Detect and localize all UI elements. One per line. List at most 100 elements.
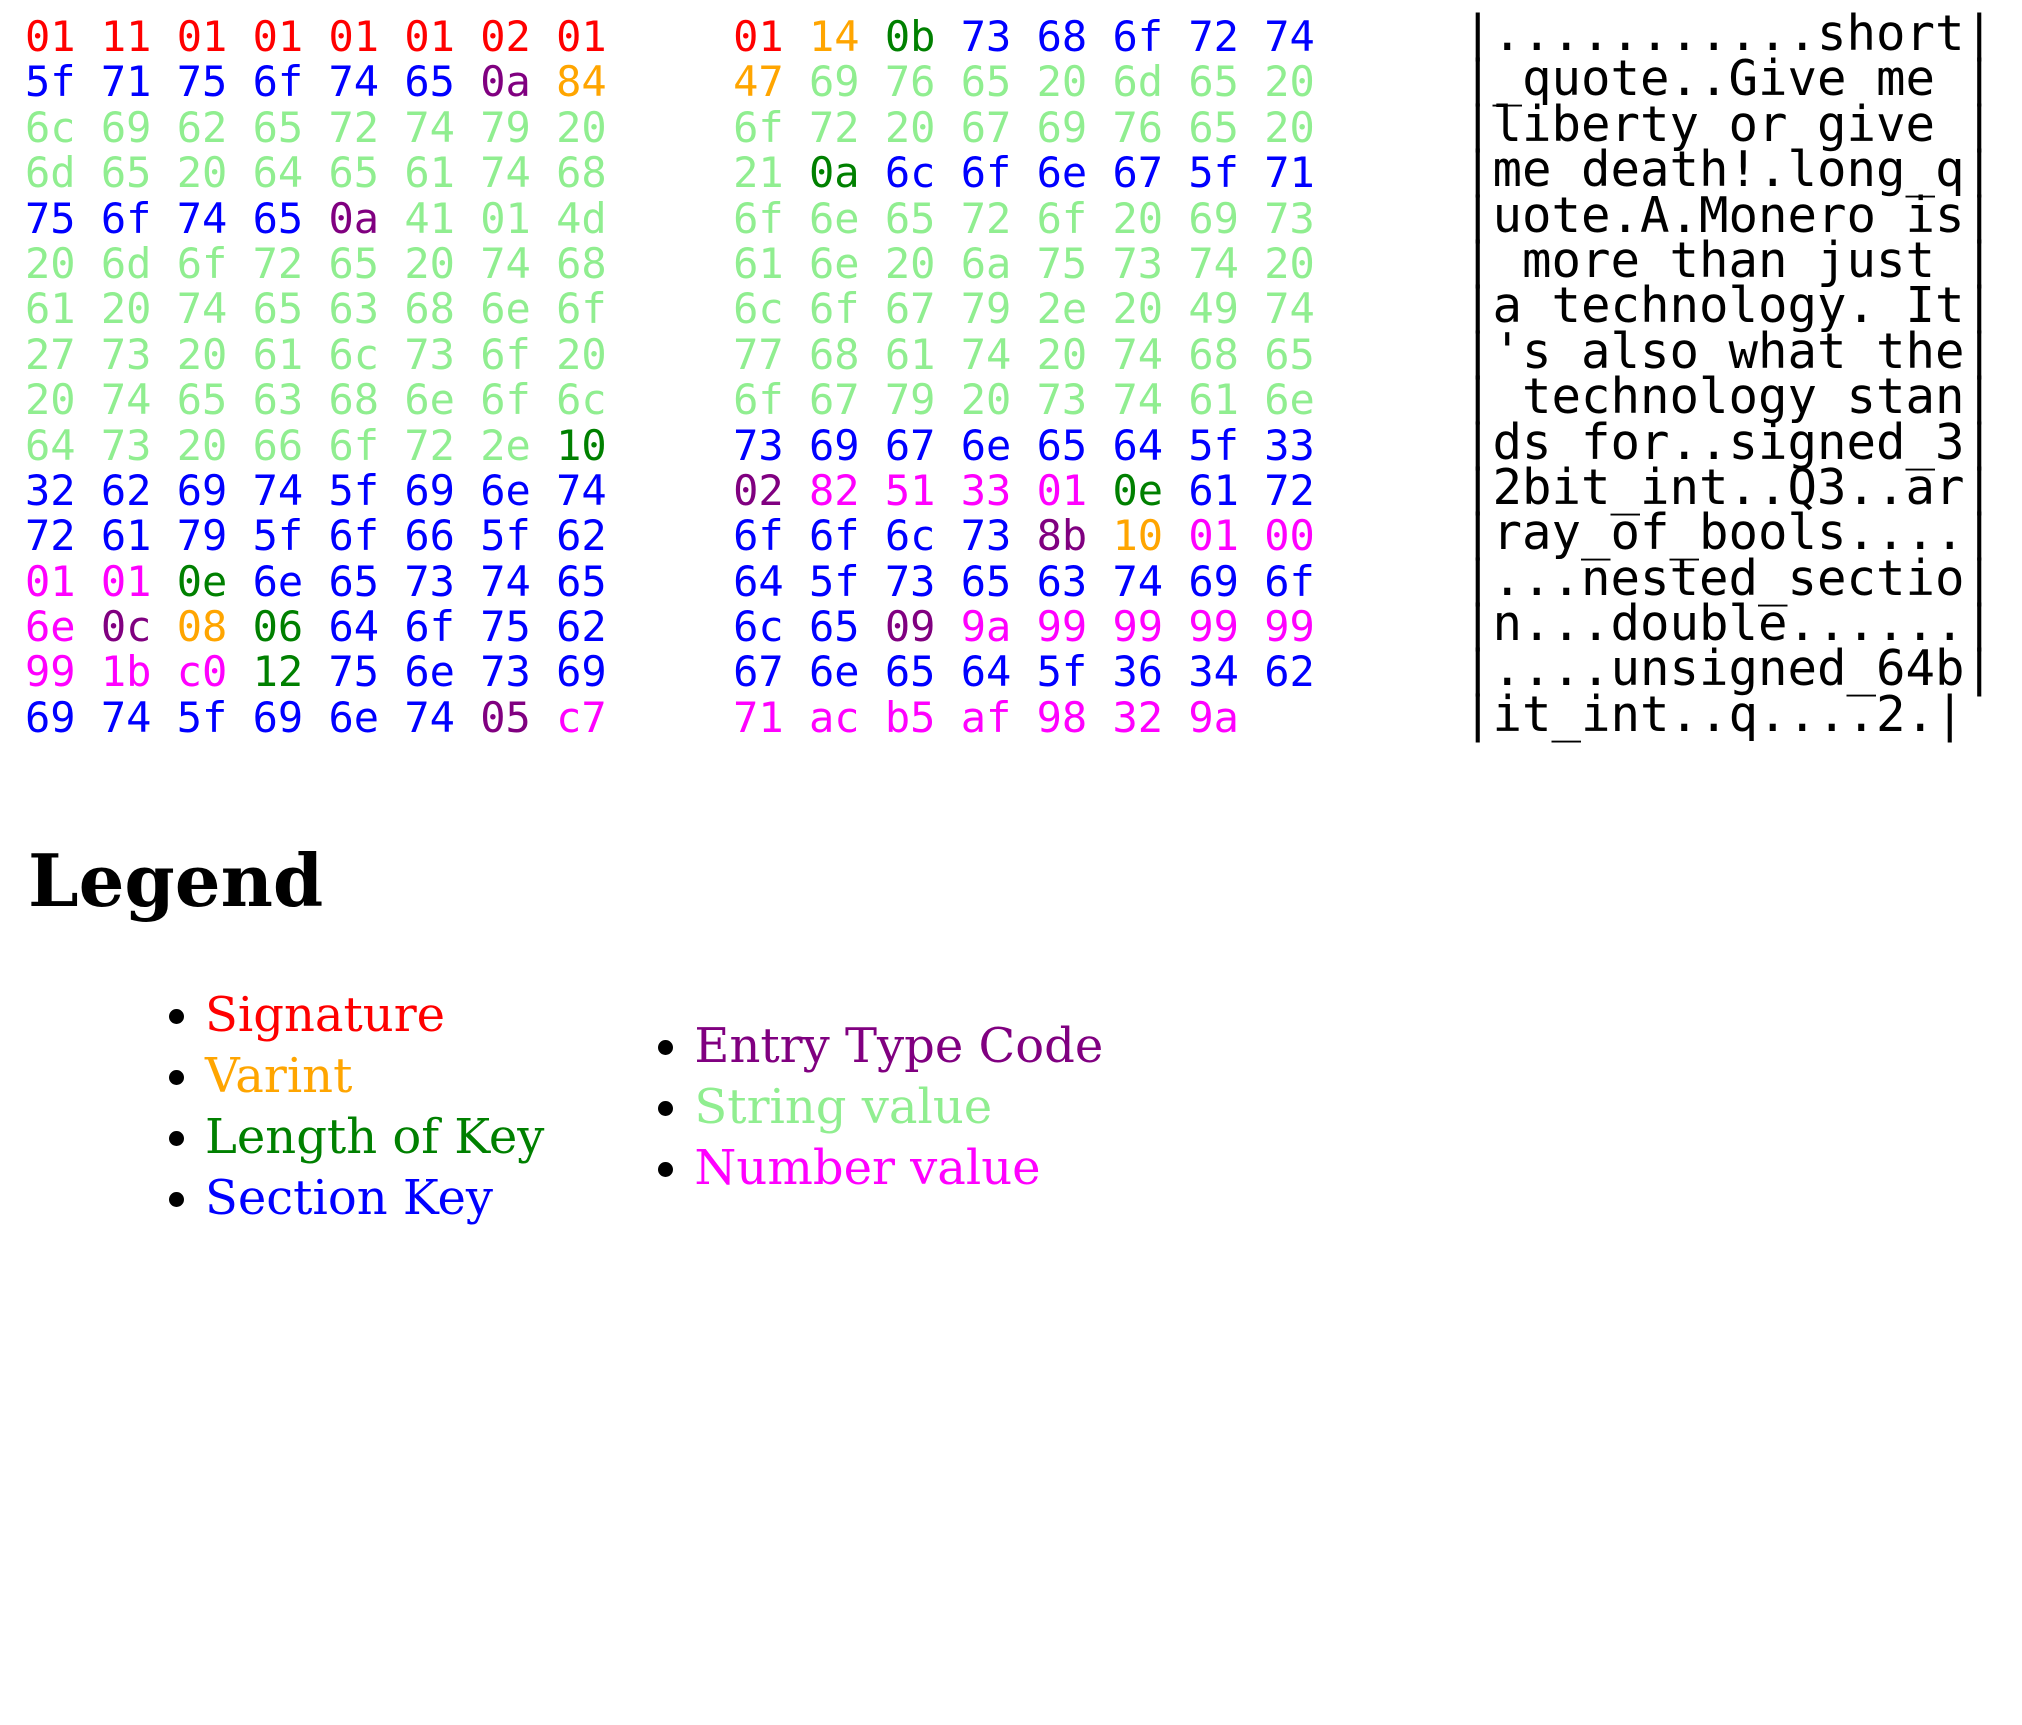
legend-item: Section Key	[205, 1168, 544, 1229]
hex-byte: 73	[480, 647, 531, 697]
hex-byte: 73	[404, 329, 455, 379]
ascii-column: | more than just |	[1463, 231, 1995, 289]
hex-byte: 74	[100, 692, 152, 742]
hex-byte: 20	[1112, 193, 1164, 243]
hex-byte: 61	[1188, 465, 1239, 515]
hex-byte: 68	[556, 238, 607, 288]
hex-byte: 0a	[480, 57, 531, 107]
hex-byte: 68	[809, 329, 860, 379]
hex-byte: 6f	[480, 375, 531, 425]
hex-byte: 79	[960, 284, 1012, 334]
hex-byte: 73	[1264, 193, 1315, 243]
hex-byte: 6f	[556, 284, 607, 334]
hex-byte: 33	[960, 465, 1012, 515]
hex-byte: 62	[100, 465, 152, 515]
hex-byte: 20	[25, 375, 76, 425]
legend-item-label: Length of Key	[205, 1109, 545, 1166]
hex-byte: 21	[733, 148, 784, 198]
hex-byte: 6d	[25, 148, 76, 198]
hex-byte: 77	[733, 329, 784, 379]
hex-byte: 99	[25, 647, 76, 697]
legend-item: Varint	[205, 1046, 544, 1107]
hex-byte: 01	[1188, 511, 1239, 561]
hex-byte: 84	[556, 57, 607, 107]
hex-byte: 79	[176, 511, 228, 561]
hex-byte: 20	[1112, 284, 1164, 334]
hex-byte: 73	[884, 556, 936, 606]
hex-byte: 61	[252, 329, 304, 379]
hex-byte: 2e	[1036, 284, 1088, 334]
legend-list-right: Entry Type CodeString valueNumber value	[694, 1016, 1103, 1199]
hex-byte: 6e	[252, 556, 304, 606]
ascii-column: |n...double......|	[1463, 595, 1995, 653]
hex-byte: 5f	[809, 556, 860, 606]
hex-byte: 73	[733, 420, 784, 470]
hex-byte: 62	[556, 511, 607, 561]
hex-byte: 71	[733, 692, 784, 742]
legend-list-left: SignatureVarintLength of KeySection Key	[205, 985, 544, 1229]
hex-byte: 68	[328, 375, 380, 425]
hex-byte: 11	[100, 12, 152, 61]
hex-byte: 68	[1036, 12, 1088, 61]
hex-byte: 73	[1036, 375, 1088, 425]
hex-byte: 68	[1188, 329, 1239, 379]
hex-byte: 0c	[100, 602, 152, 652]
hex-byte: 5f	[1188, 420, 1239, 470]
hex-byte: 64	[328, 602, 380, 652]
legend-item: Signature	[205, 985, 544, 1046]
hex-byte: 02	[733, 465, 784, 515]
legend-item-label: Entry Type Code	[694, 1017, 1104, 1074]
hex-byte: 6e	[809, 647, 860, 697]
hex-byte: 20	[1036, 329, 1088, 379]
hex-byte: 12	[252, 647, 304, 697]
hex-byte: 20	[176, 148, 228, 198]
ascii-column: |...........short|	[1463, 5, 1995, 62]
hex-byte: 0e	[1112, 465, 1164, 515]
hex-byte: 62	[1264, 647, 1315, 697]
hex-byte: 20	[1264, 102, 1315, 152]
hex-byte: 32	[1112, 692, 1164, 742]
hex-byte: 47	[733, 57, 784, 107]
hex-byte: 0e	[176, 556, 228, 606]
hex-byte: 6f	[1112, 12, 1164, 61]
hex-byte: 69	[404, 465, 455, 515]
hex-byte: 01	[328, 12, 380, 61]
hex-byte: 33	[1264, 420, 1315, 470]
hex-byte: 66	[252, 420, 304, 470]
hex-byte: 73	[1112, 238, 1164, 288]
ascii-column: |...nested_sectio|	[1463, 549, 1995, 607]
hex-byte: 73	[100, 420, 152, 470]
hex-byte: 36	[1112, 647, 1164, 697]
hex-byte: 74	[960, 329, 1012, 379]
hex-byte: 6e	[1264, 375, 1315, 425]
hex-byte: 5f	[1188, 148, 1239, 198]
hex-byte: 6f	[1264, 556, 1315, 606]
hex-byte: 61	[25, 284, 76, 334]
hex-byte: 6f	[328, 420, 380, 470]
hex-byte: 65	[884, 647, 936, 697]
hex-byte: 74	[1112, 329, 1164, 379]
hex-byte: 72	[960, 193, 1012, 243]
hex-byte: 01	[176, 12, 228, 61]
hex-byte: 5f	[25, 57, 76, 107]
hex-byte: 65	[960, 57, 1012, 107]
hex-byte: 73	[960, 511, 1012, 561]
hex-byte: 63	[328, 284, 380, 334]
hex-byte: 41	[404, 193, 455, 243]
hex-byte: 6e	[809, 238, 860, 288]
hex-byte: 6e	[809, 193, 860, 243]
legend-item-label: String value	[694, 1078, 993, 1135]
hex-byte: 6e	[480, 465, 531, 515]
hex-byte: 74	[1188, 238, 1239, 288]
hex-byte: 65	[1036, 420, 1088, 470]
legend-item: Number value	[694, 1138, 1103, 1199]
hex-byte: 61	[884, 329, 936, 379]
hex-byte: 01	[733, 12, 784, 61]
hex-byte: 6f	[176, 238, 228, 288]
hex-byte: 6f	[960, 148, 1012, 198]
hex-byte: 01	[25, 556, 76, 606]
hex-byte: 08	[176, 602, 228, 652]
hex-byte: 65	[1188, 102, 1239, 152]
hex-byte: 20	[176, 420, 228, 470]
hex-byte: 20	[1264, 57, 1315, 107]
